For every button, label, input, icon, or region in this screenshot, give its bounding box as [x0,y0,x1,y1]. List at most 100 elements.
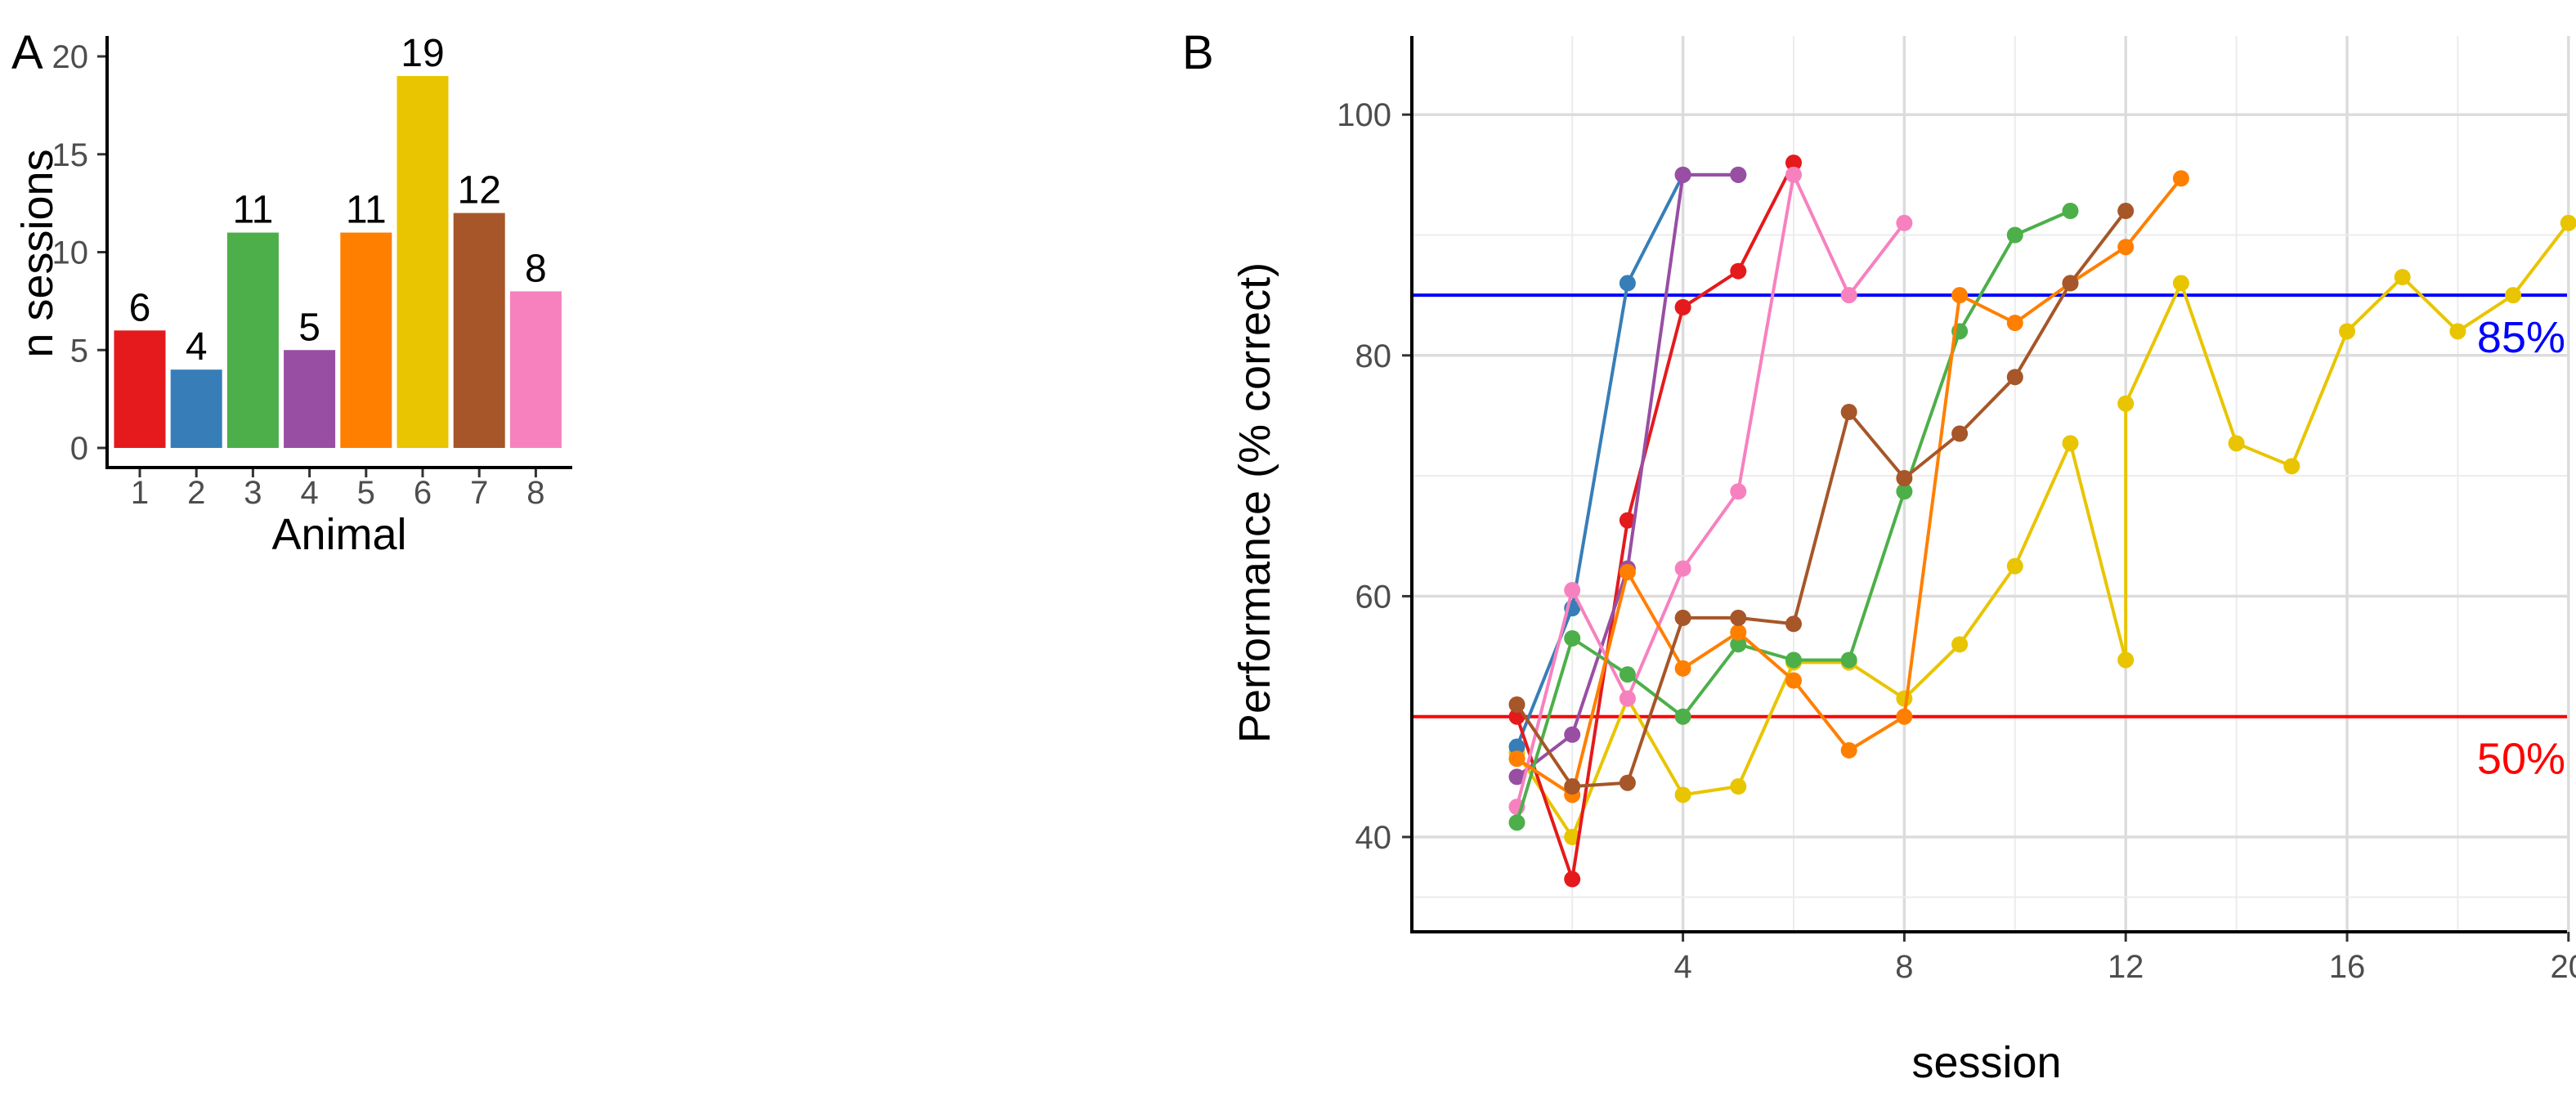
x-tick-label: 12 [2108,949,2144,985]
y-tick-label: 15 [52,137,89,173]
bar-value-label: 5 [298,306,320,349]
data-point [1619,563,1636,580]
data-point [2117,239,2135,256]
data-point [1785,154,1802,172]
bar-value-label: 6 [129,286,151,329]
x-tick-label: 4 [300,475,318,511]
bar-value-label: 12 [458,169,501,213]
reference-line-label: 50% [2477,735,2565,784]
bar-group [114,75,562,448]
bar-value-label: 11 [232,189,273,232]
bar-animal-4 [284,350,336,448]
series-animal-5 [1508,170,2189,803]
series-group [1508,154,2576,888]
data-point [1730,166,1747,183]
panel-b-line-chart: B 85% 50% 40 60 80 100 4 8 12 16 20 session Perf… [1182,26,2576,1087]
data-point [2062,275,2079,292]
y-tick-label: 40 [1355,820,1392,856]
data-point [2006,557,2023,575]
x-axis: 1 2 3 4 5 6 7 8 [131,468,545,511]
x-axis-title: Animal [271,510,406,559]
x-tick-label: 8 [526,475,544,511]
bar-value-label: 8 [525,247,547,290]
x-tick-label: 20 [2551,949,2576,985]
data-point [2283,458,2300,475]
bar-animal-5 [340,232,392,448]
x-tick-label: 8 [1895,949,1913,985]
y-axis: 40 60 80 100 [1337,97,1412,856]
data-point [1896,708,1913,725]
series-line [1515,172,1906,808]
series-animal-1 [1508,154,1802,888]
data-point [1619,666,1636,683]
data-point [2172,170,2189,187]
y-tick-label: 5 [70,333,88,369]
data-point [1785,166,1802,183]
data-point [1619,774,1636,791]
series-animal-6 [1508,214,2576,845]
data-point [1785,651,1802,669]
series-animal-7 [1508,203,2135,795]
data-point [1785,672,1802,689]
data-point [2228,435,2245,452]
series-animal-8 [1508,166,1913,816]
series-line [1515,162,1795,881]
bar-animal-1 [114,330,166,448]
data-point [1619,275,1636,292]
data-point [1674,786,1691,803]
data-point [1674,660,1691,677]
bar-value-label: 19 [401,32,444,75]
data-point [1674,166,1691,183]
panel-b-label: B [1182,26,1214,79]
data-point [2394,269,2411,286]
data-point [2117,395,2135,412]
data-point [2449,323,2466,340]
data-point [1564,629,1581,647]
x-tick-label: 5 [357,475,375,511]
reference-lines: 85% 50% [1412,293,2567,784]
series-line [1515,209,2127,789]
y-axis-title: n sessions [13,149,62,357]
x-tick-label: 16 [2329,949,2366,985]
data-point [1508,768,1525,786]
series-line [1515,172,1739,748]
data-point [1951,287,1969,304]
data-point [1840,741,1857,759]
data-point [1730,624,1747,641]
data-point [2172,275,2189,292]
data-point [1508,696,1525,713]
data-point [1508,750,1525,768]
data-point [2062,203,2079,220]
data-point [1564,778,1581,795]
data-point [1619,690,1636,707]
data-point [1896,470,1913,487]
bar-animal-3 [226,232,279,448]
x-tick-label: 7 [470,475,488,511]
x-axis-title: session [1911,1038,2061,1087]
data-point [1730,262,1747,280]
y-axis-title: Performance (% correct) [1230,262,1279,743]
data-point [2062,435,2079,452]
data-point [1730,609,1747,626]
data-point [1896,214,1913,231]
data-point [1674,609,1691,626]
y-tick-label: 100 [1337,97,1391,133]
data-point [1564,829,1581,845]
data-point [1674,708,1691,725]
bar-animal-2 [170,369,222,448]
x-tick-label: 3 [244,475,262,511]
y-tick-label: 0 [70,431,88,467]
data-point [2006,369,2023,386]
data-point [1564,726,1581,743]
series-line [1515,222,2570,839]
x-tick-label: 4 [1673,949,1691,985]
bar-animal-6 [396,75,449,448]
data-point [2505,287,2522,304]
bar-label-group: 64 11 5 11 19 12 8 [129,32,547,369]
data-point [1564,582,1581,599]
data-point [1730,483,1747,500]
y-tick-label: 20 [52,39,89,75]
data-point [1785,615,1802,633]
